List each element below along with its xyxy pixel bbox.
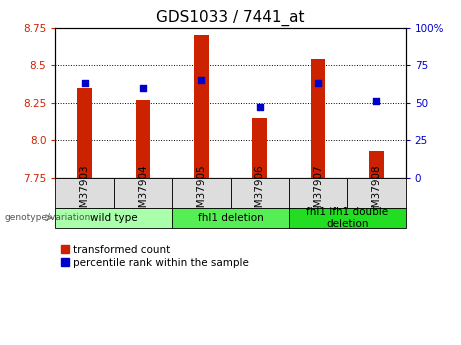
Text: GSM37906: GSM37906 — [254, 165, 265, 221]
Point — [198, 78, 205, 83]
Bar — [347, 178, 406, 208]
Point — [373, 99, 380, 104]
Bar — [289, 208, 406, 228]
Text: GSM37908: GSM37908 — [372, 165, 382, 221]
Text: fhl1 deletion: fhl1 deletion — [198, 213, 263, 223]
Bar — [77, 88, 92, 178]
Bar — [311, 59, 325, 178]
Text: GSM37905: GSM37905 — [196, 165, 207, 221]
Point — [314, 80, 322, 86]
Bar — [194, 35, 208, 178]
Bar — [289, 178, 347, 208]
Bar — [172, 178, 230, 208]
Text: wild type: wild type — [90, 213, 137, 223]
Text: genotype/variation: genotype/variation — [5, 213, 91, 222]
Point — [139, 85, 147, 90]
Text: GSM37904: GSM37904 — [138, 165, 148, 221]
Bar — [55, 178, 114, 208]
Title: GDS1033 / 7441_at: GDS1033 / 7441_at — [156, 10, 305, 26]
Text: GSM37903: GSM37903 — [79, 165, 89, 221]
Bar — [136, 100, 150, 178]
Bar — [114, 178, 172, 208]
Point — [256, 105, 263, 110]
Bar — [230, 178, 289, 208]
Point — [81, 80, 88, 86]
Bar — [253, 118, 267, 178]
Legend: transformed count, percentile rank within the sample: transformed count, percentile rank withi… — [60, 245, 249, 268]
Bar — [55, 208, 172, 228]
Bar — [172, 208, 289, 228]
Bar — [369, 151, 384, 178]
Text: GSM37907: GSM37907 — [313, 165, 323, 221]
Text: fhl1 ifh1 double
deletion: fhl1 ifh1 double deletion — [306, 207, 388, 229]
